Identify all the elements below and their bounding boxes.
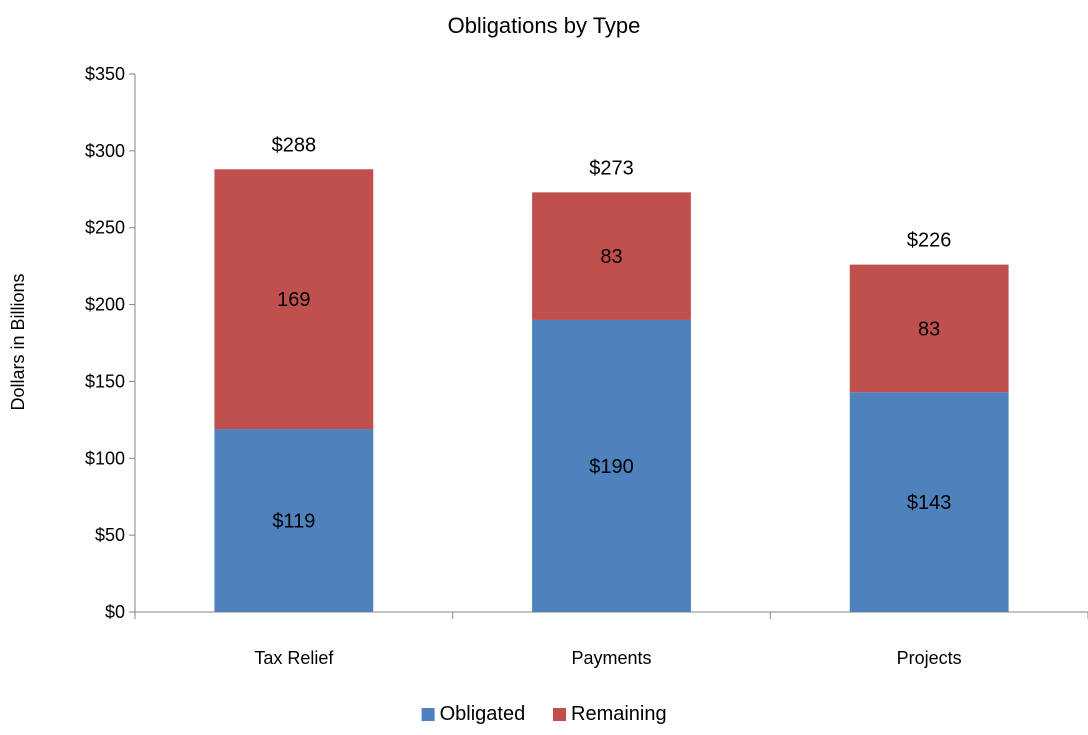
bar-remaining [214,169,374,430]
y-tick-label: $50 [95,525,125,545]
y-tick-label: $300 [85,141,125,161]
y-tick-label: $200 [85,295,125,315]
bar-obligated [849,392,1009,612]
legend: Obligated Remaining [421,703,667,725]
bar-value-label: 83 [918,318,940,340]
bar-value-label: $119 [272,511,315,533]
bar-total-label: $288 [272,134,317,156]
x-tick-label: Projects [897,648,962,668]
bar-total-label: $226 [907,230,952,252]
y-axis-label: Dollars in Billions [8,273,28,410]
legend-label-remaining: Remaining [571,703,667,725]
bar-value-label: $143 [907,492,952,514]
bar-value-label: 83 [600,246,622,268]
y-tick-label: $100 [85,448,125,468]
x-tick-label: Tax Relief [254,648,334,668]
y-tick-label: $250 [85,218,125,238]
bar-remaining [532,192,691,320]
chart-title: Obligations by Type [448,13,641,38]
y-tick-label: $0 [105,602,125,622]
legend-label-obligated: Obligated [440,703,526,725]
bar-obligated [532,319,691,612]
bar-value-label: 169 [277,289,310,311]
y-tick-label: $150 [85,371,125,391]
legend-swatch-remaining [553,708,566,721]
legend-swatch-obligated [421,708,435,721]
bar-total-label: $273 [589,157,634,179]
bar-remaining [849,264,1009,393]
y-tick-label: $350 [85,64,125,84]
x-tick-label: Payments [571,648,651,668]
bar-value-label: $190 [589,456,634,478]
plot-area: $0 $50 $100 $150 $200 $250 $300 $350 $119 169 $288… [85,64,1088,668]
bar-obligated [214,429,374,612]
